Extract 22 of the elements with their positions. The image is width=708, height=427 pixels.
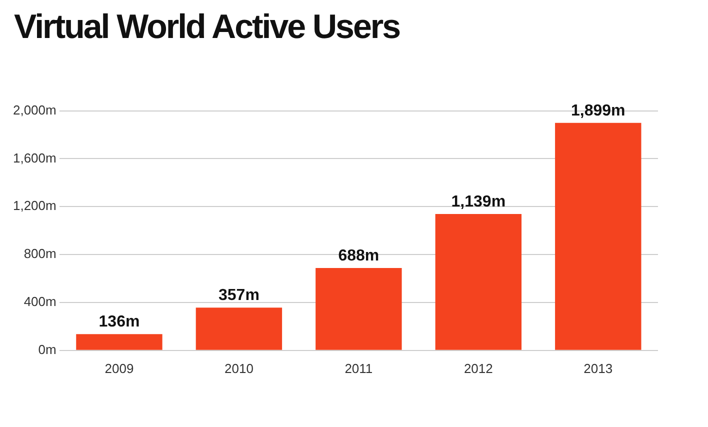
- bar: [555, 122, 642, 350]
- y-tick-label: 400m: [24, 294, 56, 310]
- x-tick-label: 2013: [584, 360, 613, 376]
- y-tick-label: 1,200m: [12, 198, 56, 214]
- bar: [196, 308, 282, 350]
- x-tick-label: 2011: [344, 360, 373, 376]
- bar: [316, 268, 402, 350]
- y-tick-label: 2,000m: [12, 102, 56, 118]
- bar: [435, 214, 522, 350]
- y-tick-label: 1,600m: [12, 150, 56, 166]
- y-tick-label: 0m: [38, 342, 56, 357]
- data-label: 1,899m: [571, 102, 626, 120]
- data-label: 357m: [218, 287, 260, 304]
- data-label: 136m: [98, 314, 140, 331]
- x-tick-label: 2012: [464, 360, 493, 376]
- bar: [76, 334, 162, 350]
- data-label: 1,139m: [451, 193, 506, 210]
- x-tick-label: 2009: [104, 360, 134, 376]
- x-tick-label: 2010: [224, 360, 254, 376]
- data-label: 688m: [338, 247, 380, 264]
- y-tick-label: 800m: [24, 246, 56, 262]
- chart-title: Virtual World Active Users: [14, 8, 400, 47]
